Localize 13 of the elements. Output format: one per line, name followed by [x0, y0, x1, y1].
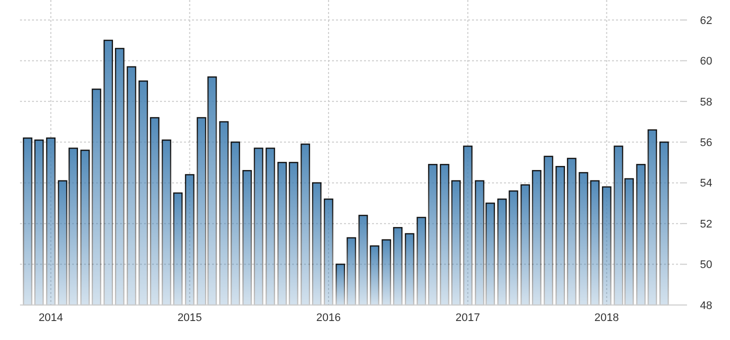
- x-tick-label: 2015: [177, 312, 202, 324]
- y-tick-label: 58: [700, 96, 712, 108]
- y-tick-label: 60: [700, 56, 712, 68]
- y-tick-label: 52: [700, 218, 712, 230]
- y-tick-label: 50: [700, 259, 712, 272]
- x-tick-label: 2018: [594, 312, 619, 324]
- x-tick-label: 2016: [316, 312, 341, 324]
- y-tick-label: 56: [700, 136, 712, 149]
- y-tick-label: 54: [700, 178, 712, 190]
- y-tick-label: 48: [700, 300, 712, 312]
- x-tick-label: 2017: [456, 312, 480, 324]
- y-tick-label: 62: [700, 14, 712, 27]
- x-tick-label: 2014: [38, 312, 64, 324]
